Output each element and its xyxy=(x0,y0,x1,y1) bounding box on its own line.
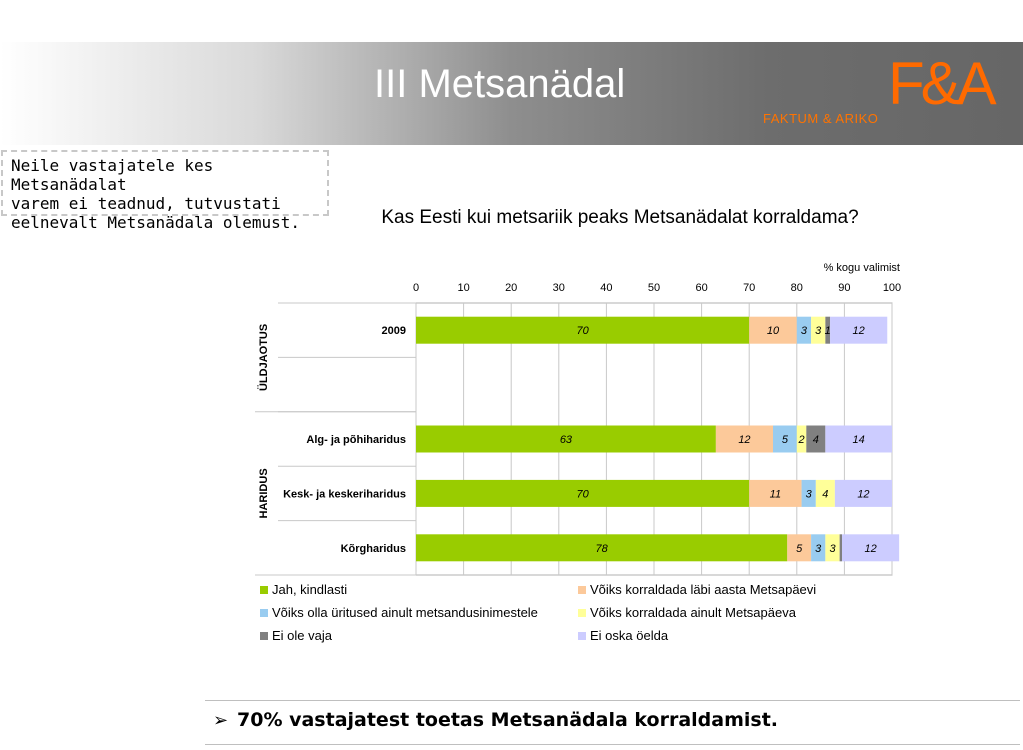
category-label: 2009 xyxy=(382,325,406,337)
note-text: Neile vastajatele kes Metsanädalat varem… xyxy=(11,156,300,232)
x-tick-label: 0 xyxy=(413,282,419,294)
data-label: 3 xyxy=(815,543,822,555)
x-tick-label: 70 xyxy=(743,282,755,294)
legend-swatch xyxy=(578,632,586,640)
data-label: 3 xyxy=(829,543,836,555)
bar-segment xyxy=(416,534,788,562)
legend-swatch xyxy=(260,632,268,640)
bar-segment xyxy=(830,316,888,344)
bar-segment xyxy=(811,534,826,562)
legend-label: Ei ole vaja xyxy=(272,628,332,643)
data-label: 70 xyxy=(576,325,589,337)
legend-label: Võiks olla üritused ainult metsandusinim… xyxy=(272,605,538,620)
data-label: 5 xyxy=(796,543,803,555)
page-title: III Metsanädal xyxy=(374,62,626,106)
bar-segment xyxy=(796,425,807,453)
legend-item: Jah, kindlasti xyxy=(260,582,347,597)
note-box: Neile vastajatele kes Metsanädalat varem… xyxy=(1,150,329,232)
bar-segment xyxy=(811,316,826,344)
data-label: 10 xyxy=(767,325,780,337)
data-label: 14 xyxy=(853,434,865,446)
chart-title: Kas Eesti kui metsariik peaks Metsanädal… xyxy=(381,207,859,228)
unit-label: % kogu valimist xyxy=(823,262,900,274)
bar-segment xyxy=(715,425,773,453)
category-label: Kesk- ja keskeriharidus xyxy=(283,488,406,500)
arrow-icon: ➢ xyxy=(213,710,229,730)
data-label: 1 xyxy=(825,325,831,337)
brand-name: FAKTUM & ARIKO xyxy=(763,111,879,126)
stacked-bar-chart: 0 10 20 30 40 50 60 70 80 90 100 ÜLDJAOTUS HARIDUS 20… xyxy=(255,282,901,576)
legend-label: Jah, kindlasti xyxy=(272,582,348,597)
legend-item: Võiks olla üritused ainult metsandusinim… xyxy=(260,605,538,620)
brand-logo: F&A xyxy=(888,50,997,117)
data-label: 78 xyxy=(596,543,609,555)
category-label: Alg- ja põhiharidus xyxy=(306,434,406,446)
data-label: 12 xyxy=(857,488,869,500)
x-tick-label: 80 xyxy=(791,282,803,294)
x-tick-label: 60 xyxy=(695,282,707,294)
bar-segment xyxy=(839,534,843,562)
bar-segment xyxy=(825,534,840,562)
group-label: HARIDUS xyxy=(258,468,270,518)
x-tick-label: 30 xyxy=(553,282,565,294)
x-tick-label: 100 xyxy=(883,282,901,294)
data-label: 12 xyxy=(738,434,750,446)
data-label: 3 xyxy=(801,325,808,337)
legend-item: Võiks korraldada läbi aasta Metsapäevi xyxy=(578,582,816,597)
legend-swatch xyxy=(260,586,268,594)
bar-segment xyxy=(773,425,797,453)
bar-segment xyxy=(416,316,750,344)
footer-box: ➢ 70% vastajatest toetas Metsanädala kor… xyxy=(205,700,1020,745)
bar-segment xyxy=(749,316,797,344)
data-label: 3 xyxy=(815,325,822,337)
data-label: 4 xyxy=(822,488,828,500)
data-label: 12 xyxy=(864,543,876,555)
legend-label: Võiks korraldada ainult Metsapäeva xyxy=(590,605,796,620)
legend-item: Võiks korraldada ainult Metsapäeva xyxy=(578,605,796,620)
x-tick-label: 90 xyxy=(838,282,850,294)
data-label: 70 xyxy=(576,488,589,500)
bar-segment xyxy=(416,479,750,507)
bar-segment xyxy=(834,479,892,507)
x-tick-label: 10 xyxy=(457,282,469,294)
group-label: ÜLDJAOTUS xyxy=(257,324,270,391)
bar-segment xyxy=(806,425,826,453)
bar-segment xyxy=(749,479,802,507)
bar-segment xyxy=(787,534,812,562)
legend-item: Ei ole vaja xyxy=(260,628,332,643)
data-label: 4 xyxy=(813,434,819,446)
x-tick-label: 20 xyxy=(505,282,517,294)
data-label: 63 xyxy=(560,434,573,446)
bar-segment xyxy=(825,425,892,453)
bar-segment xyxy=(842,534,900,562)
bar-segment xyxy=(796,316,812,344)
data-label: 11 xyxy=(770,488,781,500)
bar-segment xyxy=(825,316,831,344)
category-label: Kõrgharidus xyxy=(341,543,406,555)
x-tick-label: 40 xyxy=(600,282,612,294)
data-label: 12 xyxy=(853,325,865,337)
bar-segment xyxy=(801,479,816,507)
data-label: 2 xyxy=(797,434,804,446)
x-tick-label: 50 xyxy=(648,282,660,294)
bar-segment xyxy=(416,425,716,453)
bar-segment xyxy=(815,479,835,507)
header-banner: III Metsanädal FAKTUM & ARIKO F&A xyxy=(0,42,1023,145)
legend-item: Ei oska öelda xyxy=(578,628,668,643)
legend-swatch xyxy=(578,609,586,617)
footer-text: 70% vastajatest toetas Metsanädala korra… xyxy=(237,709,778,731)
legend-label: Ei oska öelda xyxy=(590,628,669,643)
legend-label: Võiks korraldada läbi aasta Metsapäevi xyxy=(590,582,817,597)
legend-swatch xyxy=(578,586,586,594)
legend-swatch xyxy=(260,609,268,617)
data-label: 5 xyxy=(782,434,789,446)
data-label: 3 xyxy=(806,488,813,500)
